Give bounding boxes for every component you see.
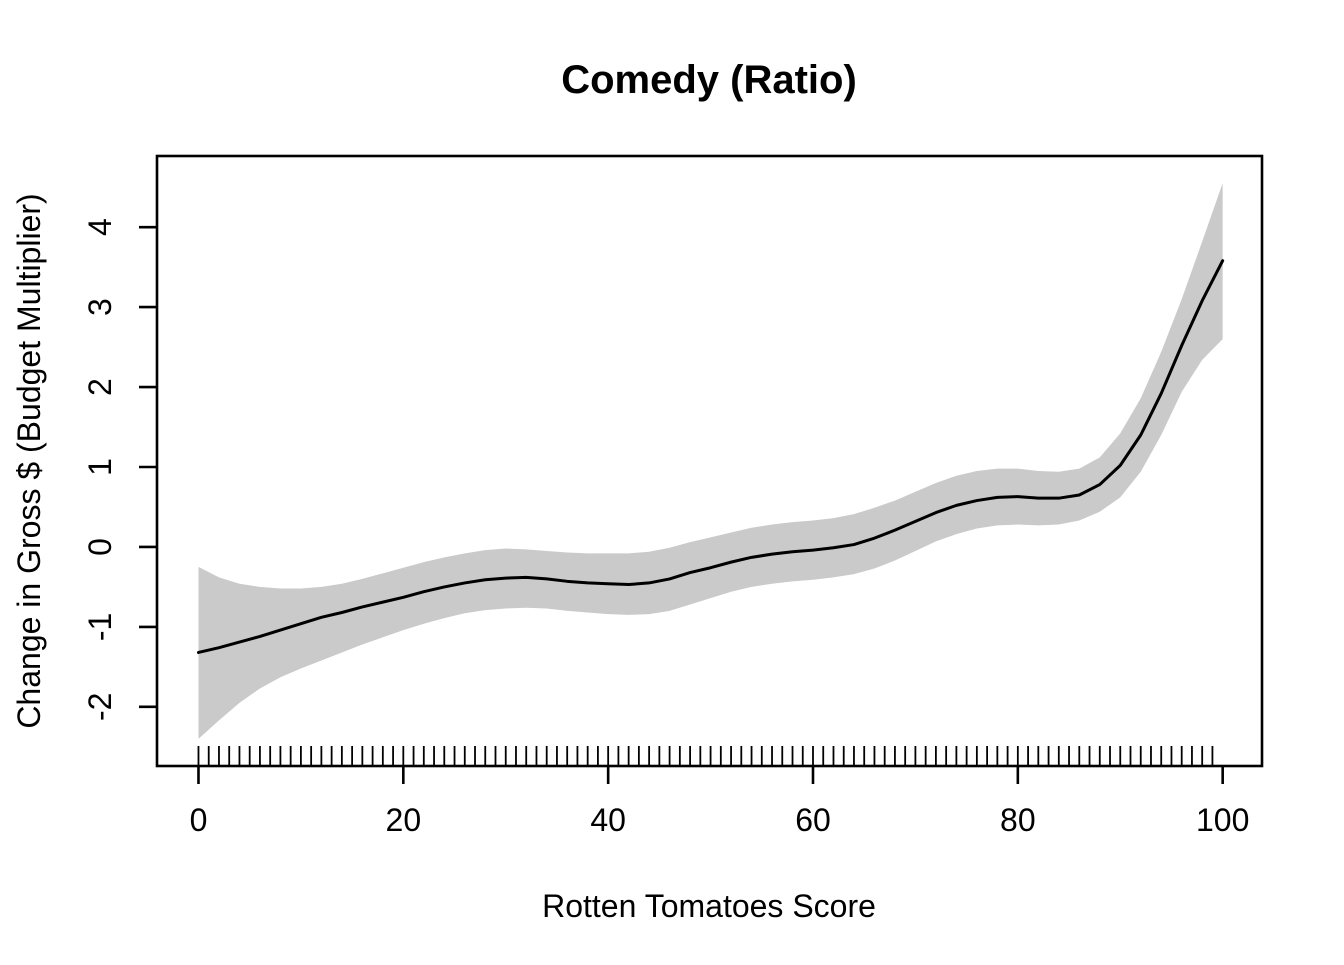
y-axis: -2 -1 0 1 2 3 4 xyxy=(82,218,157,721)
y-tick-label: 3 xyxy=(82,298,118,316)
y-tick-label: -1 xyxy=(82,613,118,641)
x-tick-label: 80 xyxy=(1000,802,1036,838)
y-tick-label: 4 xyxy=(82,218,118,236)
y-tick-label: 2 xyxy=(82,378,118,396)
y-tick-label: 0 xyxy=(82,538,118,556)
x-axis-title: Rotten Tomatoes Score xyxy=(542,888,876,924)
confidence-band xyxy=(198,183,1223,739)
y-axis-title: Change in Gross $ (Budget Multiplier) xyxy=(11,193,47,728)
regression-line-path xyxy=(196,259,1225,654)
plot-border-rect xyxy=(155,154,1264,768)
x-tick-label: 20 xyxy=(386,802,422,838)
x-tick-label: 0 xyxy=(190,802,208,838)
chart-title: Comedy (Ratio) xyxy=(561,58,857,102)
x-tick-label: 60 xyxy=(795,802,831,838)
x-tick-label: 40 xyxy=(590,802,626,838)
regression-line xyxy=(196,259,1225,654)
x-axis: 0 20 40 60 80 100 xyxy=(190,766,1249,838)
plot-border xyxy=(155,154,1264,768)
y-tick-label: -2 xyxy=(82,693,118,721)
confidence-band-area xyxy=(198,183,1223,739)
rug-marks xyxy=(197,746,1214,766)
x-tick-label: 100 xyxy=(1196,802,1249,838)
y-tick-label: 1 xyxy=(82,458,118,476)
